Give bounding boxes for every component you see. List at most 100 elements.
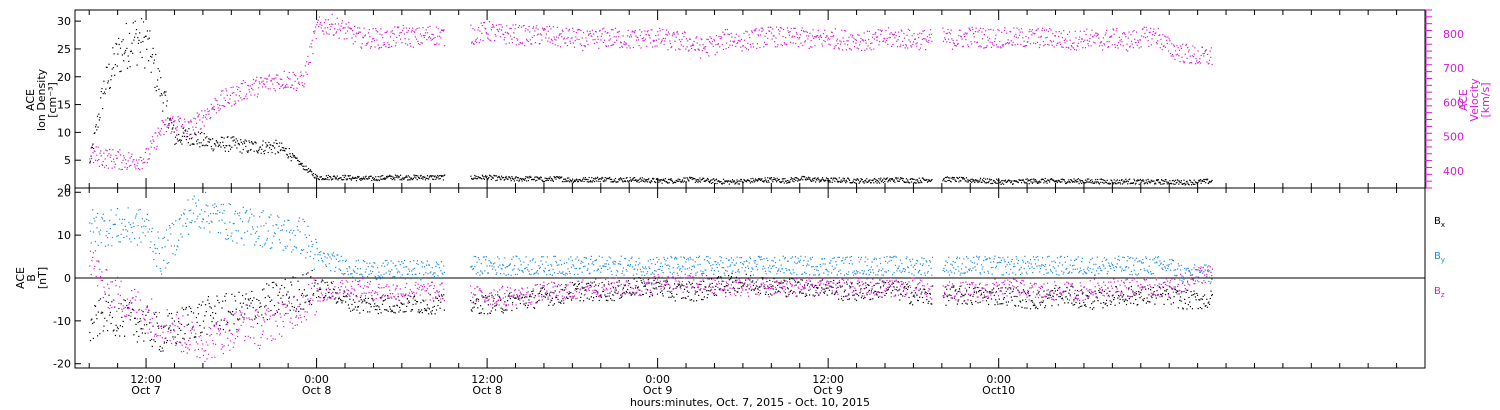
data-point bbox=[845, 179, 847, 181]
data-point bbox=[368, 32, 370, 34]
data-point bbox=[205, 144, 207, 146]
data-point bbox=[869, 299, 871, 301]
data-point bbox=[264, 306, 266, 308]
data-point bbox=[299, 83, 301, 85]
density-tick-label: 10 bbox=[57, 126, 71, 139]
data-point bbox=[806, 294, 808, 297]
velocity-tick-label: 700 bbox=[1443, 62, 1464, 75]
data-point bbox=[1127, 50, 1129, 52]
data-point bbox=[490, 40, 492, 42]
data-point bbox=[869, 47, 871, 49]
data-point bbox=[318, 288, 320, 290]
data-point bbox=[309, 299, 311, 301]
data-point bbox=[309, 46, 311, 48]
data-point bbox=[112, 149, 114, 151]
data-point bbox=[1153, 183, 1156, 185]
data-point bbox=[986, 45, 988, 47]
data-point bbox=[1065, 38, 1067, 40]
data-point bbox=[407, 30, 409, 32]
data-point bbox=[999, 181, 1001, 183]
data-point bbox=[839, 181, 841, 183]
data-point bbox=[639, 289, 641, 291]
data-point bbox=[843, 178, 845, 180]
data-point bbox=[1193, 53, 1195, 55]
data-point bbox=[170, 119, 172, 121]
data-point bbox=[1063, 179, 1065, 181]
data-point bbox=[705, 180, 707, 182]
data-point bbox=[742, 181, 744, 183]
data-point bbox=[1014, 44, 1016, 46]
data-point bbox=[1091, 181, 1094, 183]
data-point bbox=[852, 180, 854, 182]
data-point bbox=[730, 181, 732, 183]
data-point bbox=[807, 38, 809, 40]
data-point bbox=[516, 307, 518, 309]
data-point bbox=[1052, 179, 1055, 181]
data-point bbox=[800, 279, 802, 281]
data-point bbox=[262, 317, 264, 319]
data-point bbox=[1056, 42, 1058, 44]
data-point bbox=[94, 305, 96, 307]
data-point bbox=[415, 303, 417, 305]
density-tick-label: 5 bbox=[64, 154, 71, 167]
data-point bbox=[119, 335, 121, 337]
data-point bbox=[627, 35, 629, 37]
data-point bbox=[867, 45, 869, 47]
data-point bbox=[206, 108, 209, 110]
data-point bbox=[868, 38, 870, 41]
data-point bbox=[649, 181, 651, 183]
data-point bbox=[1050, 178, 1052, 180]
data-point bbox=[1022, 45, 1024, 47]
data-point bbox=[1076, 294, 1078, 296]
data-point bbox=[763, 181, 765, 183]
data-point bbox=[1059, 41, 1061, 43]
data-point bbox=[1071, 302, 1073, 304]
data-point bbox=[336, 17, 338, 19]
data-point bbox=[578, 38, 580, 41]
data-point bbox=[680, 41, 682, 43]
data-point bbox=[534, 180, 537, 182]
data-point bbox=[563, 37, 565, 39]
data-point bbox=[313, 31, 315, 33]
data-point bbox=[902, 178, 904, 180]
data-point bbox=[1164, 35, 1166, 37]
data-point bbox=[348, 177, 350, 180]
data-point bbox=[1022, 179, 1024, 181]
data-point bbox=[905, 181, 907, 184]
data-point bbox=[394, 312, 396, 314]
data-point bbox=[325, 178, 327, 180]
data-point bbox=[124, 51, 126, 53]
data-point bbox=[921, 33, 923, 35]
data-point bbox=[261, 144, 264, 146]
data-point bbox=[769, 26, 771, 28]
data-point bbox=[218, 302, 220, 304]
data-point bbox=[902, 40, 904, 42]
data-point bbox=[316, 174, 318, 176]
data-point bbox=[1200, 298, 1202, 300]
data-point bbox=[840, 181, 842, 183]
data-point bbox=[813, 295, 816, 297]
data-point bbox=[135, 33, 137, 35]
data-point bbox=[295, 89, 297, 91]
data-point bbox=[134, 317, 136, 319]
data-point bbox=[310, 304, 313, 306]
data-point bbox=[394, 174, 397, 176]
data-point bbox=[742, 182, 744, 184]
data-point bbox=[206, 145, 209, 147]
data-point bbox=[347, 175, 349, 177]
data-point bbox=[765, 179, 767, 181]
data-point bbox=[852, 34, 854, 36]
data-point bbox=[840, 179, 842, 181]
data-point bbox=[368, 176, 370, 178]
data-point bbox=[989, 41, 991, 43]
data-point bbox=[996, 301, 998, 303]
data-point bbox=[476, 178, 478, 180]
data-point bbox=[824, 180, 826, 182]
data-point bbox=[412, 177, 414, 179]
data-point bbox=[121, 54, 123, 56]
data-point bbox=[758, 286, 760, 288]
data-point bbox=[234, 300, 237, 302]
data-point bbox=[622, 181, 624, 183]
data-point bbox=[587, 282, 589, 284]
data-point bbox=[887, 181, 889, 183]
